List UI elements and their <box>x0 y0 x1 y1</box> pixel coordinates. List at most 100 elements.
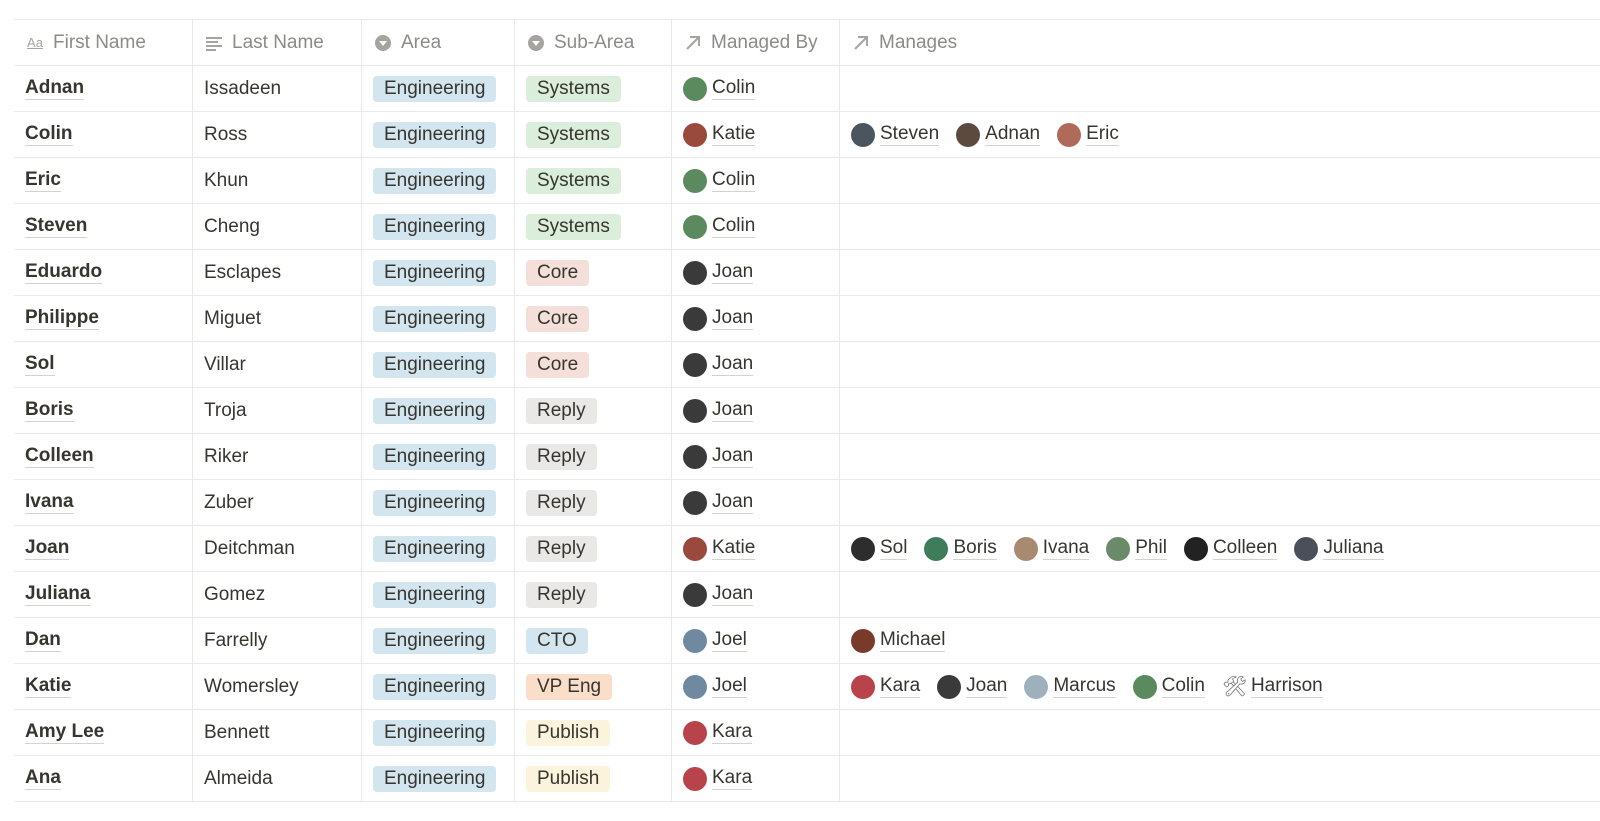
last-name-cell[interactable]: Riker <box>193 434 362 479</box>
managed-by-cell[interactable]: Kara <box>672 756 840 801</box>
first-name-cell[interactable]: Ivana <box>14 480 193 525</box>
column-header-managed-by[interactable]: Managed By <box>672 20 840 65</box>
person-link[interactable]: Sol <box>851 536 908 561</box>
first-name-cell[interactable]: Colin <box>14 112 193 157</box>
column-header-sub-area[interactable]: Sub-Area <box>515 20 672 65</box>
person-link[interactable]: Joan <box>683 306 754 331</box>
table-row[interactable]: Juliana Gomez Engineering Reply Joan <box>14 572 1600 618</box>
manages-cell[interactable] <box>840 388 1600 433</box>
area-cell[interactable]: Engineering <box>362 526 515 571</box>
sub-area-cell[interactable]: Reply <box>515 480 672 525</box>
manages-cell[interactable] <box>840 66 1600 111</box>
area-cell[interactable]: Engineering <box>362 664 515 709</box>
area-cell[interactable]: Engineering <box>362 480 515 525</box>
manages-cell[interactable] <box>840 342 1600 387</box>
person-link[interactable]: Colin <box>683 168 756 193</box>
manages-cell[interactable] <box>840 434 1600 479</box>
person-link[interactable]: Kara <box>851 674 921 699</box>
area-cell[interactable]: Engineering <box>362 342 515 387</box>
person-link[interactable]: Joel <box>683 628 747 653</box>
manages-cell[interactable]: Michael <box>840 618 1600 663</box>
person-link[interactable]: Katie <box>683 122 756 147</box>
table-row[interactable]: Amy Lee Bennett Engineering Publish Kara <box>14 710 1600 756</box>
person-link[interactable]: Kara <box>683 766 753 791</box>
managed-by-cell[interactable]: Joan <box>672 296 840 341</box>
managed-by-cell[interactable]: Joan <box>672 572 840 617</box>
first-name[interactable]: Ivana <box>25 491 74 514</box>
person-link[interactable]: Steven <box>851 122 940 147</box>
managed-by-cell[interactable]: Colin <box>672 66 840 111</box>
area-cell[interactable]: Engineering <box>362 756 515 801</box>
person-link[interactable]: Joan <box>683 352 754 377</box>
first-name-cell[interactable]: Sol <box>14 342 193 387</box>
person-link[interactable]: Adnan <box>956 122 1041 147</box>
manages-cell[interactable] <box>840 572 1600 617</box>
person-link[interactable]: Marcus <box>1024 674 1116 699</box>
first-name-cell[interactable]: Eduardo <box>14 250 193 295</box>
table-row[interactable]: Dan Farrelly Engineering CTO Joel Michae… <box>14 618 1600 664</box>
sub-area-cell[interactable]: Publish <box>515 756 672 801</box>
first-name-cell[interactable]: Ana <box>14 756 193 801</box>
area-cell[interactable]: Engineering <box>362 66 515 111</box>
last-name-cell[interactable]: Troja <box>193 388 362 433</box>
person-link[interactable]: Joan <box>683 444 754 469</box>
table-row[interactable]: Ana Almeida Engineering Publish Kara <box>14 756 1600 802</box>
manages-cell[interactable]: Steven Adnan Eric <box>840 112 1600 157</box>
first-name-cell[interactable]: Boris <box>14 388 193 433</box>
table-row[interactable]: Eduardo Esclapes Engineering Core Joan <box>14 250 1600 296</box>
first-name-cell[interactable]: Adnan <box>14 66 193 111</box>
sub-area-cell[interactable]: Systems <box>515 158 672 203</box>
area-cell[interactable]: Engineering <box>362 158 515 203</box>
manages-cell[interactable] <box>840 204 1600 249</box>
first-name-cell[interactable]: Eric <box>14 158 193 203</box>
first-name[interactable]: Philippe <box>25 307 99 330</box>
person-link[interactable]: Joan <box>683 260 754 285</box>
manages-cell[interactable]: Sol Boris Ivana Phil Colleen Juliana <box>840 526 1600 571</box>
person-link[interactable]: Eric <box>1057 122 1119 147</box>
managed-by-cell[interactable]: Katie <box>672 112 840 157</box>
manages-cell[interactable] <box>840 480 1600 525</box>
sub-area-cell[interactable]: CTO <box>515 618 672 663</box>
table-row[interactable]: Joan Deitchman Engineering Reply Katie S… <box>14 526 1600 572</box>
person-link[interactable]: Joan <box>683 398 754 423</box>
first-name[interactable]: Eric <box>25 169 61 192</box>
column-header-first-name[interactable]: Aa First Name <box>14 20 193 65</box>
last-name-cell[interactable]: Miguet <box>193 296 362 341</box>
last-name-cell[interactable]: Cheng <box>193 204 362 249</box>
person-link[interactable]: 🛠 Harrison <box>1222 675 1323 699</box>
table-row[interactable]: Eric Khun Engineering Systems Colin <box>14 158 1600 204</box>
table-row[interactable]: Sol Villar Engineering Core Joan <box>14 342 1600 388</box>
area-cell[interactable]: Engineering <box>362 204 515 249</box>
managed-by-cell[interactable]: Joan <box>672 480 840 525</box>
last-name-cell[interactable]: Ross <box>193 112 362 157</box>
first-name[interactable]: Juliana <box>25 583 91 606</box>
last-name-cell[interactable]: Gomez <box>193 572 362 617</box>
managed-by-cell[interactable]: Joel <box>672 664 840 709</box>
last-name-cell[interactable]: Womersley <box>193 664 362 709</box>
managed-by-cell[interactable]: Colin <box>672 158 840 203</box>
first-name[interactable]: Joan <box>25 537 70 560</box>
first-name[interactable]: Steven <box>25 215 88 238</box>
manages-cell[interactable] <box>840 296 1600 341</box>
managed-by-cell[interactable]: Joel <box>672 618 840 663</box>
person-link[interactable]: Joan <box>937 674 1008 699</box>
sub-area-cell[interactable]: Publish <box>515 710 672 755</box>
table-row[interactable]: Ivana Zuber Engineering Reply Joan <box>14 480 1600 526</box>
first-name[interactable]: Boris <box>25 399 74 422</box>
column-header-manages[interactable]: Manages <box>840 20 1600 65</box>
first-name-cell[interactable]: Colleen <box>14 434 193 479</box>
sub-area-cell[interactable]: VP Eng <box>515 664 672 709</box>
person-link[interactable]: Katie <box>683 536 756 561</box>
table-row[interactable]: Boris Troja Engineering Reply Joan <box>14 388 1600 434</box>
manages-cell[interactable] <box>840 710 1600 755</box>
first-name[interactable]: Sol <box>25 353 55 376</box>
person-link[interactable]: Kara <box>683 720 753 745</box>
first-name[interactable]: Ana <box>25 767 61 790</box>
sub-area-cell[interactable]: Core <box>515 250 672 295</box>
manages-cell[interactable] <box>840 250 1600 295</box>
person-link[interactable]: Joan <box>683 582 754 607</box>
person-link[interactable]: Phil <box>1106 536 1167 561</box>
sub-area-cell[interactable]: Reply <box>515 526 672 571</box>
column-header-last-name[interactable]: Last Name <box>193 20 362 65</box>
person-link[interactable]: Colleen <box>1183 536 1278 561</box>
